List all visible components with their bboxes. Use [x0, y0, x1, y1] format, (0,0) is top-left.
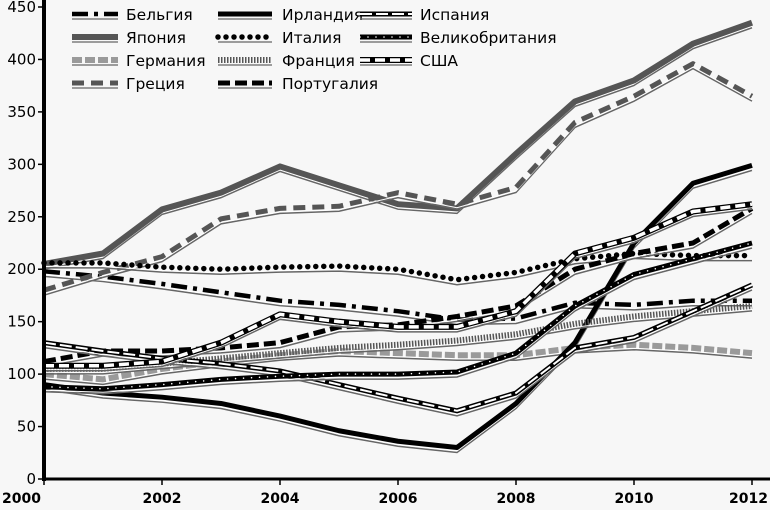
legend-label: Италия: [282, 29, 341, 47]
x-tick-label: 2008: [497, 491, 536, 507]
x-tick-label: 2012: [729, 491, 768, 507]
legend-label: Испания: [420, 6, 489, 24]
legend-item: Ирландия: [218, 6, 363, 24]
y-tick-label: 450: [7, 0, 36, 16]
series-line: [43, 269, 752, 322]
series-shadow-highlight: [44, 207, 753, 370]
series-lines: [41, 19, 755, 454]
y-tick-label: 100: [7, 365, 36, 383]
series-shadow-line: [43, 169, 753, 454]
series-shadow-line: [44, 208, 753, 372]
y-tick-label: 0: [26, 470, 36, 488]
series-shadow-line: [44, 310, 753, 375]
legend-label: Франция: [282, 52, 355, 70]
series-shadow-highlight: [43, 274, 752, 324]
legend-item: Великобритания: [359, 29, 557, 47]
series-line: [44, 202, 753, 368]
y-tick-label: 50: [17, 418, 36, 436]
legend-label: Бельгия: [126, 6, 193, 24]
x-tick-label: 2010: [615, 491, 654, 507]
legend-label: Греция: [126, 75, 185, 93]
x-tick-label: 2004: [261, 491, 300, 507]
y-tick-label: 350: [7, 103, 36, 121]
legend-label: Ирландия: [282, 6, 363, 24]
series-shadow-line: [43, 348, 753, 386]
legend-item: Испания: [360, 6, 489, 24]
series-1: [43, 19, 754, 270]
legend-item: Италия: [215, 29, 341, 47]
series-line: [43, 240, 753, 392]
series-shadow-highlight: [43, 246, 753, 393]
y-tick-label: 300: [7, 155, 36, 173]
y-tick-label: 400: [7, 50, 36, 68]
series-9: [43, 240, 753, 395]
series-0: [43, 269, 752, 326]
x-tick-label: 2000: [2, 491, 41, 507]
legend-label: Япония: [126, 29, 186, 47]
legend-label: Португалия: [282, 75, 378, 93]
series-10: [44, 201, 753, 372]
legend-label: Германия: [126, 52, 206, 70]
y-tick-label: 200: [7, 260, 36, 278]
series-shadow-line: [43, 275, 752, 326]
series-line: [43, 19, 754, 267]
x-tick-label: 2006: [379, 491, 418, 507]
series-3: [43, 61, 754, 296]
legend-item: Япония: [72, 29, 186, 47]
legend: Бельгия Япония Германия Греция Ирландия Итали…: [72, 6, 557, 93]
series-shadow-highlight: [43, 347, 753, 384]
series-shadow-line: [43, 67, 753, 296]
legend-item: Франция: [218, 52, 355, 70]
series-line: [41, 250, 755, 283]
legend-item: Германия: [72, 52, 206, 70]
legend-label: Великобритания: [420, 29, 557, 47]
legend-item: Португалия: [218, 75, 378, 93]
legend-item: Бельгия: [72, 6, 193, 24]
legend-item: США: [360, 52, 458, 70]
series-line: [43, 61, 754, 293]
series-shadow-line: [43, 247, 753, 395]
x-tick-label: 2002: [143, 491, 182, 507]
y-tick-label: 150: [7, 313, 36, 331]
y-tick-label: 250: [7, 208, 36, 226]
series-shadow-highlight: [43, 66, 753, 295]
series-shadow-line: [43, 27, 753, 270]
legend-label: США: [420, 52, 458, 70]
legend-item: Греция: [72, 75, 185, 93]
